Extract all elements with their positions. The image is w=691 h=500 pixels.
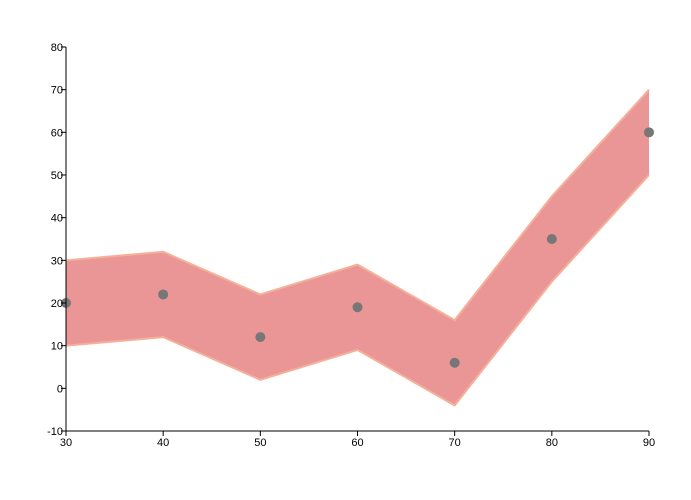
y-tick-label: 0 (57, 383, 63, 395)
plot-area (61, 88, 654, 407)
data-point (644, 127, 654, 138)
x-tick-label: 70 (449, 437, 461, 449)
data-point (449, 357, 460, 368)
y-tick-label: 10 (51, 341, 63, 353)
range-upper-line (65, 88, 650, 322)
y-tick-label: 50 (51, 170, 63, 182)
x-tick-label: 40 (157, 437, 169, 449)
range-lower-line (65, 174, 650, 407)
range-band (66, 89, 649, 406)
x-tick-label: 80 (546, 437, 558, 449)
y-tick-label: 70 (51, 85, 63, 97)
x-tick-label: 60 (351, 437, 363, 449)
y-tick-label: 60 (51, 127, 63, 139)
data-point (352, 302, 363, 313)
y-tick-label: -10 (47, 426, 63, 438)
x-tick-label: 50 (254, 437, 266, 449)
y-tick-label: 30 (51, 255, 63, 267)
y-tick-label: 40 (51, 213, 63, 225)
data-point (546, 234, 557, 244)
axes: -10 0 10 20 30 40 50 60 70 80 30 40 50 60 70 80 90 (47, 42, 655, 449)
y-tick-label: 80 (51, 42, 63, 54)
data-point (158, 289, 169, 300)
x-tick-label: 90 (643, 437, 655, 449)
x-tick-label: 30 (60, 437, 72, 449)
data-point (255, 332, 266, 343)
y-tick-label: 20 (51, 298, 63, 310)
